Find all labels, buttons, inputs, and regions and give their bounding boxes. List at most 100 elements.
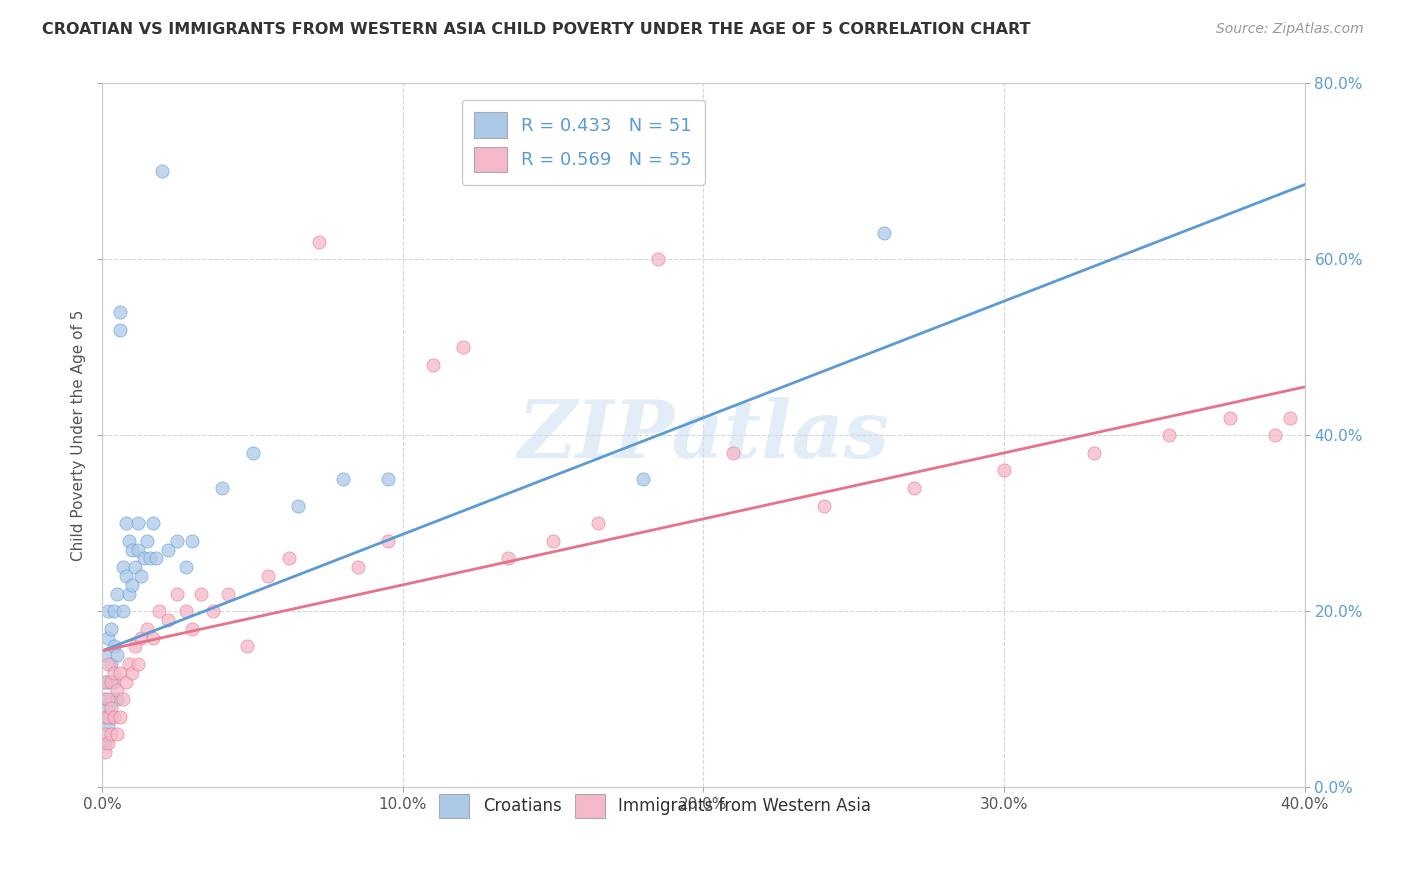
Point [1083,446,1105,460]
Point [157,542,180,557]
Point [121,542,143,557]
Point [242,446,264,460]
Point [94,745,117,759]
Point [136,533,159,548]
Point [256,569,278,583]
Point [277,551,299,566]
Point [105,692,128,706]
Point [346,560,368,574]
Point [217,587,239,601]
Point [115,569,138,583]
Point [134,551,156,566]
Point [145,551,167,566]
Point [97,631,120,645]
Point [105,683,128,698]
Point [633,472,655,486]
Point [1218,410,1240,425]
Point [94,710,117,724]
Point [94,727,117,741]
Point [100,701,122,715]
Point [94,674,117,689]
Point [100,710,122,724]
Point [166,533,188,548]
Point [150,164,173,178]
Point [235,640,257,654]
Point [110,665,132,680]
Point [97,692,120,706]
Point [142,631,165,645]
Point [332,472,354,486]
Point [103,665,125,680]
Point [723,446,745,460]
Point [176,560,198,574]
Point [124,560,146,574]
Point [100,727,122,741]
Point [211,481,233,495]
Point [100,657,122,671]
Point [308,235,330,249]
Point [97,718,120,732]
Point [105,648,128,663]
Point [127,516,149,531]
Point [110,305,132,319]
Point [541,533,564,548]
Point [112,560,135,574]
Point [97,710,120,724]
Point [110,323,132,337]
Point [202,604,225,618]
Point [112,604,135,618]
Point [287,499,309,513]
Point [142,516,165,531]
Point [121,665,143,680]
Legend: Croatians, Immigrants from Western Asia: Croatians, Immigrants from Western Asia [433,788,877,824]
Point [118,587,141,601]
Text: CROATIAN VS IMMIGRANTS FROM WESTERN ASIA CHILD POVERTY UNDER THE AGE OF 5 CORREL: CROATIAN VS IMMIGRANTS FROM WESTERN ASIA… [42,22,1031,37]
Point [118,533,141,548]
Point [148,604,170,618]
Point [647,252,669,267]
Point [103,604,125,618]
Point [97,674,120,689]
Point [105,727,128,741]
Point [121,578,143,592]
Point [97,604,120,618]
Point [873,226,896,240]
Point [181,533,204,548]
Point [115,516,138,531]
Point [129,631,152,645]
Point [377,472,399,486]
Point [422,358,444,372]
Point [190,587,212,601]
Point [1264,428,1286,442]
Point [139,551,162,566]
Point [903,481,925,495]
Point [100,674,122,689]
Point [105,587,128,601]
Point [103,674,125,689]
Point [112,692,135,706]
Point [118,657,141,671]
Point [129,569,152,583]
Point [110,710,132,724]
Point [377,533,399,548]
Point [97,736,120,750]
Y-axis label: Child Poverty Under the Age of 5: Child Poverty Under the Age of 5 [72,310,86,561]
Point [176,604,198,618]
Point [451,340,474,354]
Point [136,622,159,636]
Point [181,622,204,636]
Text: ZIPatlas: ZIPatlas [517,397,890,474]
Point [993,463,1015,477]
Point [103,640,125,654]
Point [115,674,138,689]
Point [94,710,117,724]
Point [127,542,149,557]
Point [100,622,122,636]
Point [97,701,120,715]
Text: Source: ZipAtlas.com: Source: ZipAtlas.com [1216,22,1364,37]
Point [813,499,835,513]
Point [103,710,125,724]
Point [100,692,122,706]
Point [1278,410,1301,425]
Point [124,640,146,654]
